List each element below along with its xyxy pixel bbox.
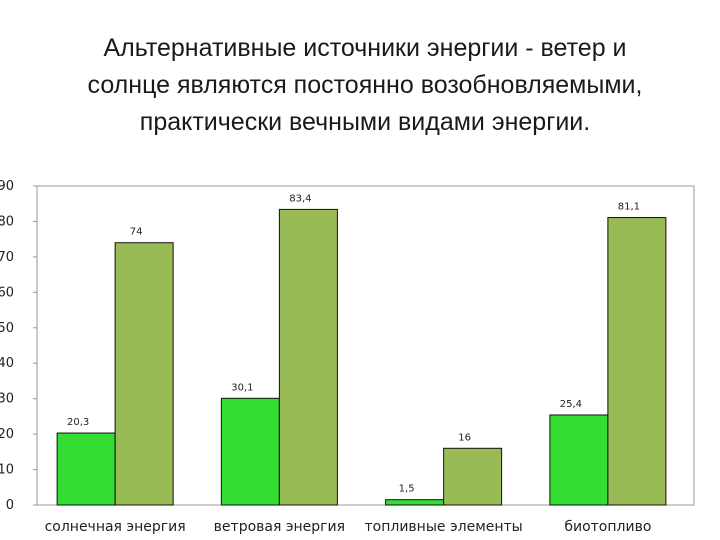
x-category-label: ветровая энергия xyxy=(214,519,345,535)
heading-line-3: практически вечными видами энергии. xyxy=(139,108,591,136)
data-label: 81,1 xyxy=(618,202,640,213)
bar xyxy=(549,414,609,506)
bar xyxy=(607,217,667,506)
y-tick-label: 40 xyxy=(0,356,14,371)
bar xyxy=(114,242,174,506)
y-tick-label: 10 xyxy=(0,463,14,478)
x-category-label: биотопливо xyxy=(564,519,651,535)
data-label: 25,4 xyxy=(560,399,582,410)
y-tick-label: 0 xyxy=(6,498,14,513)
data-label: 16 xyxy=(458,432,471,443)
bar xyxy=(56,432,116,506)
y-tick-label: 90 xyxy=(0,179,14,194)
data-label: 30,1 xyxy=(231,382,253,393)
data-label: 20,3 xyxy=(67,417,89,428)
y-tick-label: 70 xyxy=(0,250,14,265)
bar xyxy=(443,447,503,506)
bar xyxy=(220,397,280,506)
bar xyxy=(278,208,338,506)
y-tick-label: 60 xyxy=(0,285,14,300)
x-category-label: топливные элементы xyxy=(365,519,523,535)
data-label: 83,4 xyxy=(289,193,311,204)
y-tick-label: 50 xyxy=(0,321,14,336)
bar xyxy=(385,499,445,506)
slide-heading: Альтернативные источники энергии - ветер… xyxy=(30,30,700,141)
data-label: 1,5 xyxy=(399,484,415,495)
y-tick-label: 80 xyxy=(0,214,14,229)
y-tick-label: 20 xyxy=(0,427,14,442)
plot-frame xyxy=(36,185,695,506)
y-tick-label: 30 xyxy=(0,392,14,407)
data-label: 74 xyxy=(130,227,143,238)
x-category-label: солнечная энергия xyxy=(45,519,186,535)
heading-line-2: солнце являются постоянно возобновляемым… xyxy=(87,71,643,99)
heading-line-1: Альтернативные источники энергии - ветер… xyxy=(103,34,627,62)
